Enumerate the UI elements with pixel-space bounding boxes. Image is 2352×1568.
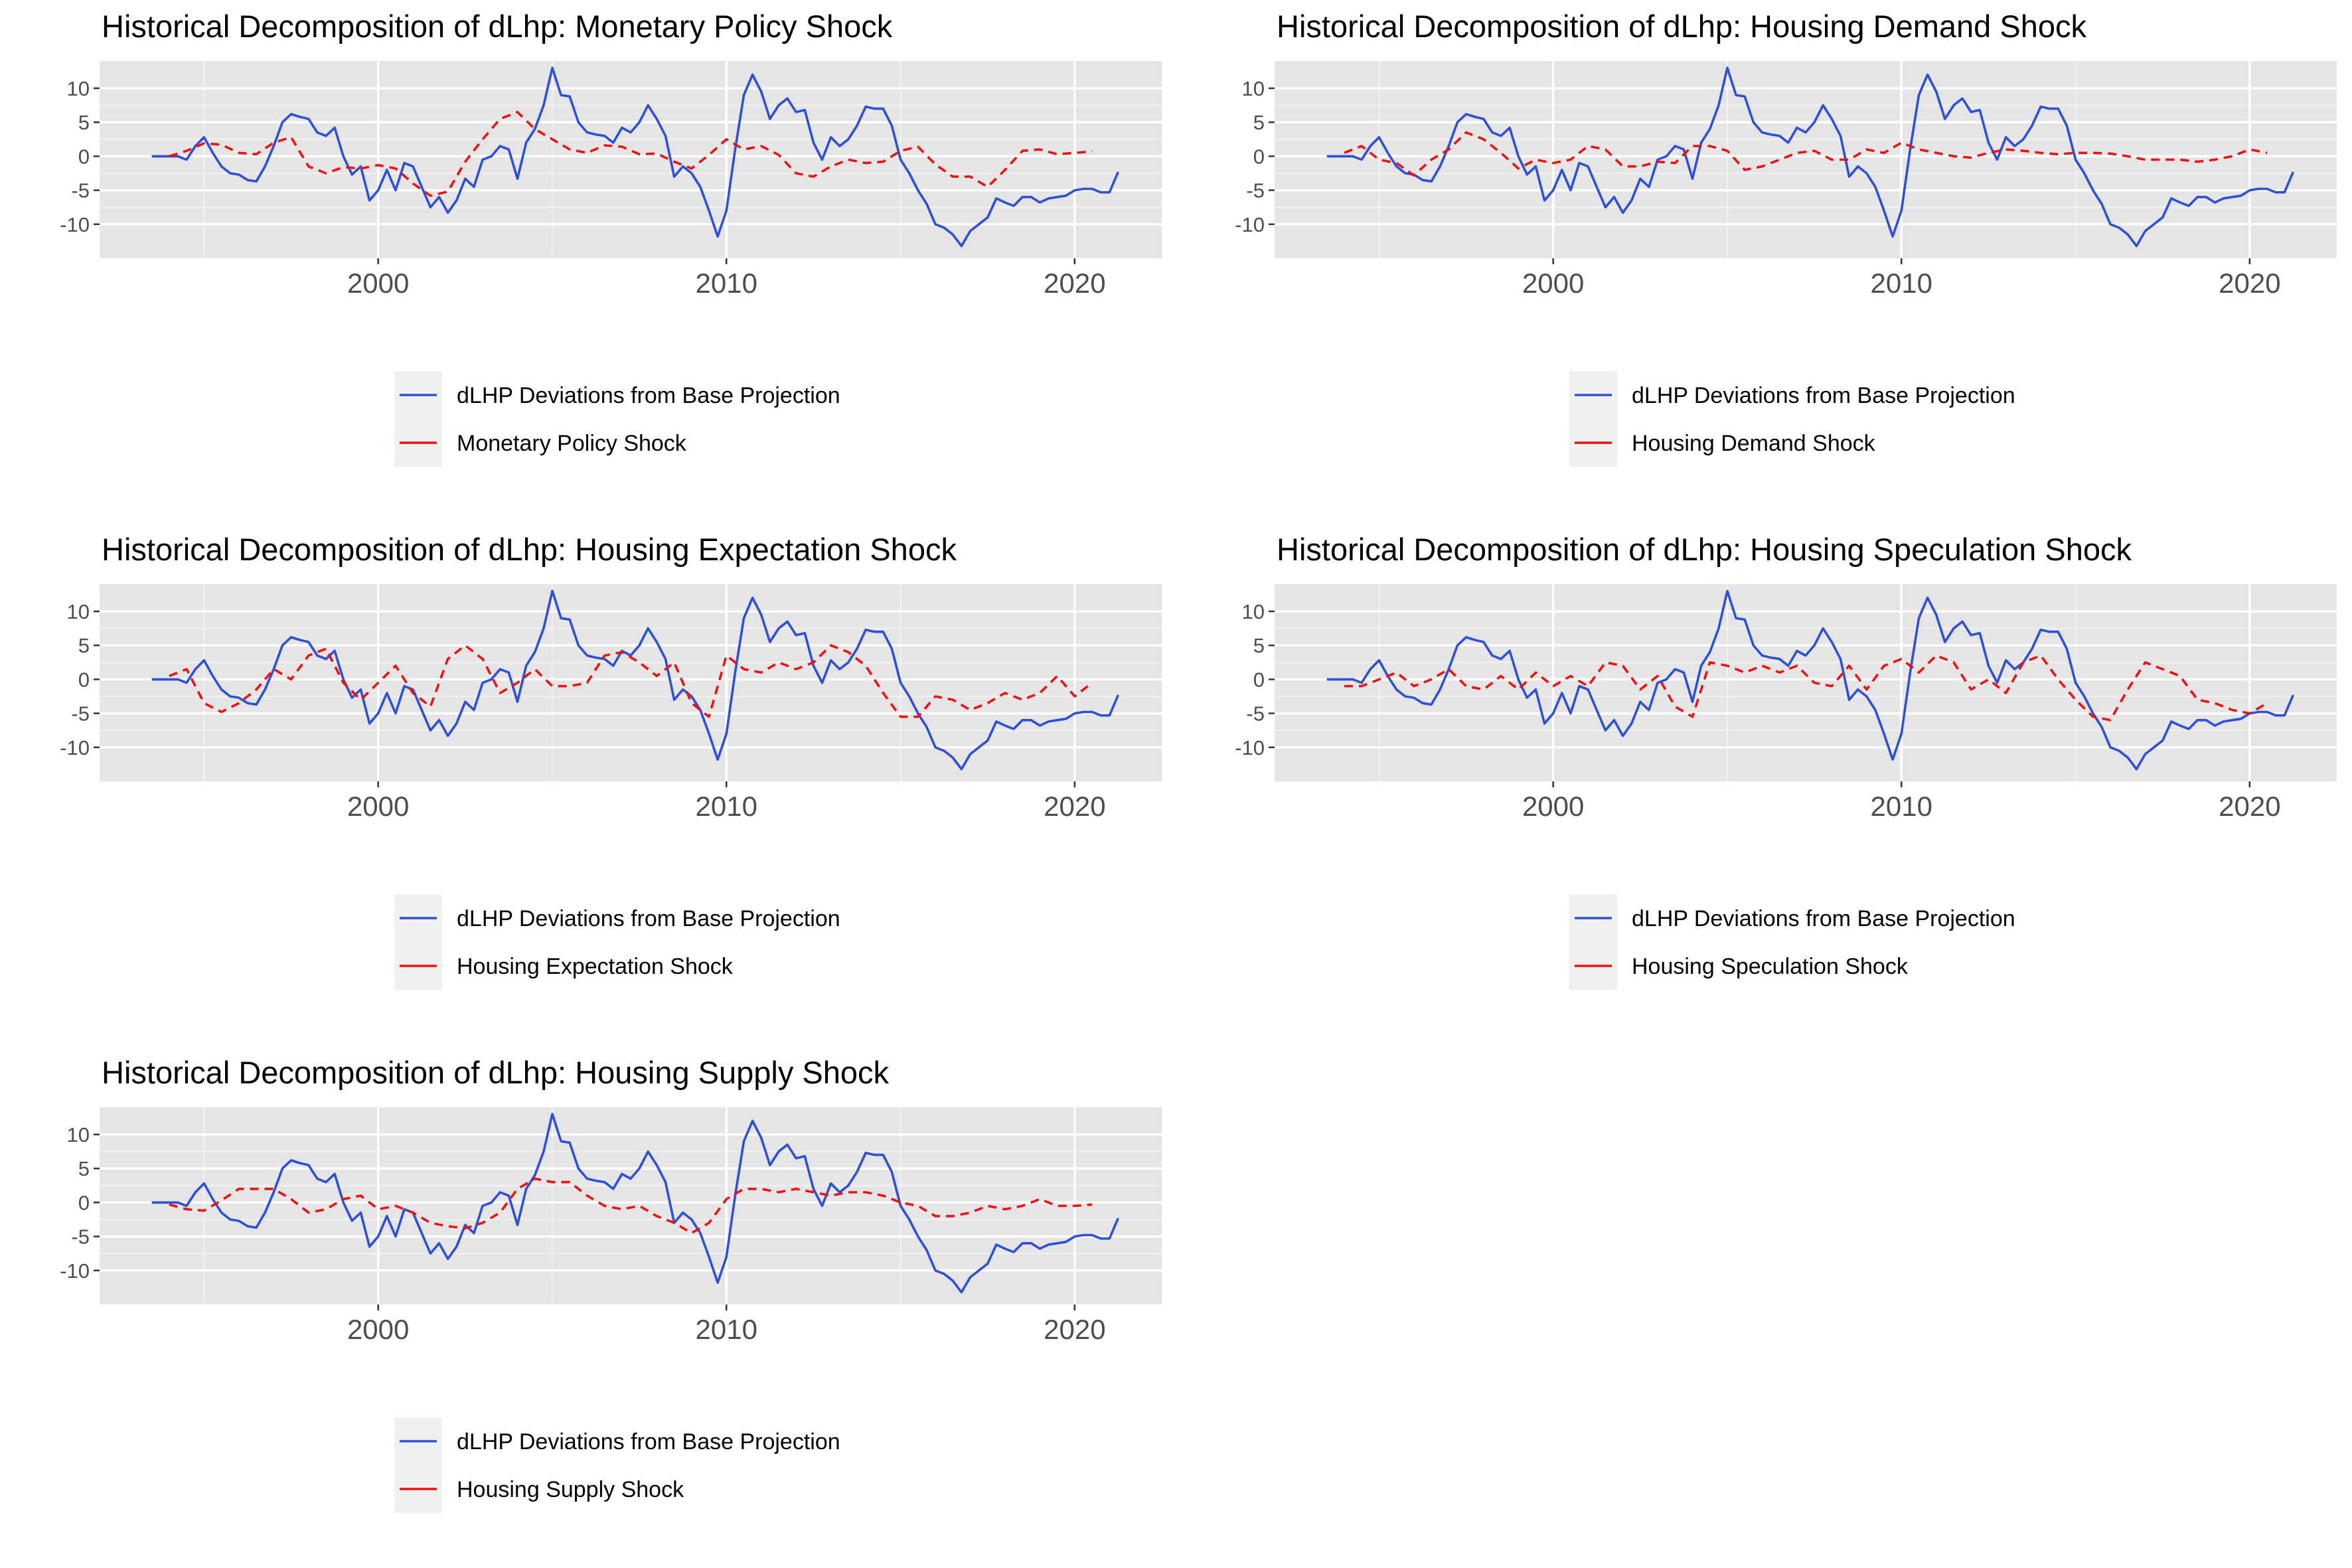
y-tick-label: -10 [60,736,90,759]
series-line-deviation [151,589,1120,771]
y-tick-label: 10 [1242,77,1265,100]
y-tick-label: 0 [1253,145,1265,168]
x-tick-label: 2020 [2219,791,2280,822]
y-tick-label: 5 [78,634,90,657]
x-tick-label: 2020 [1044,268,1105,299]
x-tick-label: 2010 [696,268,757,299]
y-tick-label: 0 [78,1191,90,1214]
chart-title: Historical Decomposition of dLhp: Housin… [1277,9,2087,44]
y-tick-label: 5 [78,111,90,134]
legend: dLHP Deviations from Base Projection Hous… [394,894,840,990]
series-line-shock [1344,654,2268,722]
series-line-shock [169,111,1093,197]
chart-5: Historical Decomposition of dLhp: Housin… [60,1055,1162,1513]
y-tick-label: 0 [1253,668,1265,691]
y-tick-label: 10 [1242,600,1265,623]
legend: dLHP Deviations from Base Projection Hous… [1569,894,2015,990]
y-tick-label: 5 [1253,634,1265,657]
y-tick-label: 10 [67,1123,90,1146]
y-tick-label: 10 [67,77,90,100]
plot-panel [100,61,1162,258]
y-tick-label: -5 [1246,179,1265,202]
series-line-deviation [1326,589,2295,771]
y-tick-label: -10 [60,1259,90,1283]
legend-label: dLHP Deviations from Base Projection [457,906,840,931]
legend: dLHP Deviations from Base Projection Mone… [394,371,840,467]
y-tick-label: 5 [1253,111,1265,134]
chart-1: Historical Decomposition of dLhp: Moneta… [60,9,1162,467]
plot-panel [1275,584,2337,781]
legend-label: dLHP Deviations from Base Projection [457,1429,840,1454]
x-tick-label: 2020 [2219,268,2280,299]
series-line-shock [169,1177,1093,1235]
legend-label: Housing Supply Shock [457,1477,684,1502]
y-tick-label: -10 [60,213,90,236]
series-line-deviation [1326,66,2295,248]
x-tick-label: 2020 [1044,791,1105,822]
x-tick-label: 2000 [1522,791,1584,822]
y-tick-label: -5 [71,179,90,202]
y-tick-label: -10 [1235,736,1265,759]
y-tick-label: -5 [71,1225,90,1249]
legend: dLHP Deviations from Base Projection Hous… [394,1417,840,1513]
y-tick-label: 0 [78,145,90,168]
x-tick-label: 2000 [347,268,409,299]
series-line-shock [169,644,1093,718]
y-tick-label: 10 [67,600,90,623]
x-tick-label: 2010 [1871,791,1932,822]
plot-panel [100,1107,1162,1304]
series-line-deviation [151,1113,1120,1294]
y-tick-label: -5 [71,702,90,726]
chart-2: Historical Decomposition of dLhp: Housin… [1235,9,2337,467]
chart-3: Historical Decomposition of dLhp: Housin… [60,532,1162,990]
y-tick-label: -5 [1246,702,1265,726]
x-tick-label: 2020 [1044,1314,1105,1345]
x-tick-label: 2010 [696,1314,757,1345]
x-tick-label: 2000 [347,1314,409,1345]
legend-label: Housing Demand Shock [1632,431,1876,456]
x-tick-label: 2010 [696,791,757,822]
series-line-shock [1344,131,2268,177]
legend: dLHP Deviations from Base Projection Hous… [1569,371,2015,467]
plot-panel [100,584,1162,781]
series-line-deviation [151,66,1120,248]
legend-label: Housing Expectation Shock [457,954,734,979]
x-tick-label: 2000 [347,791,409,822]
plot-panel [1275,61,2337,258]
x-tick-label: 2010 [1871,268,1932,299]
legend-label: dLHP Deviations from Base Projection [1632,906,2015,931]
chart-title: Historical Decomposition of dLhp: Housin… [1277,532,2132,567]
chart-title: Historical Decomposition of dLhp: Moneta… [102,9,893,44]
legend-label: Housing Speculation Shock [1632,954,1909,979]
x-tick-label: 2000 [1522,268,1584,299]
chart-title: Historical Decomposition of dLhp: Housin… [102,532,957,567]
chart-title: Historical Decomposition of dLhp: Housin… [102,1055,890,1090]
legend-label: dLHP Deviations from Base Projection [457,383,840,408]
y-tick-label: 5 [78,1157,90,1180]
chart-4: Historical Decomposition of dLhp: Housin… [1235,532,2337,990]
legend-label: Monetary Policy Shock [457,431,687,456]
y-tick-label: -10 [1235,213,1265,236]
legend-label: dLHP Deviations from Base Projection [1632,383,2015,408]
y-tick-label: 0 [78,668,90,691]
